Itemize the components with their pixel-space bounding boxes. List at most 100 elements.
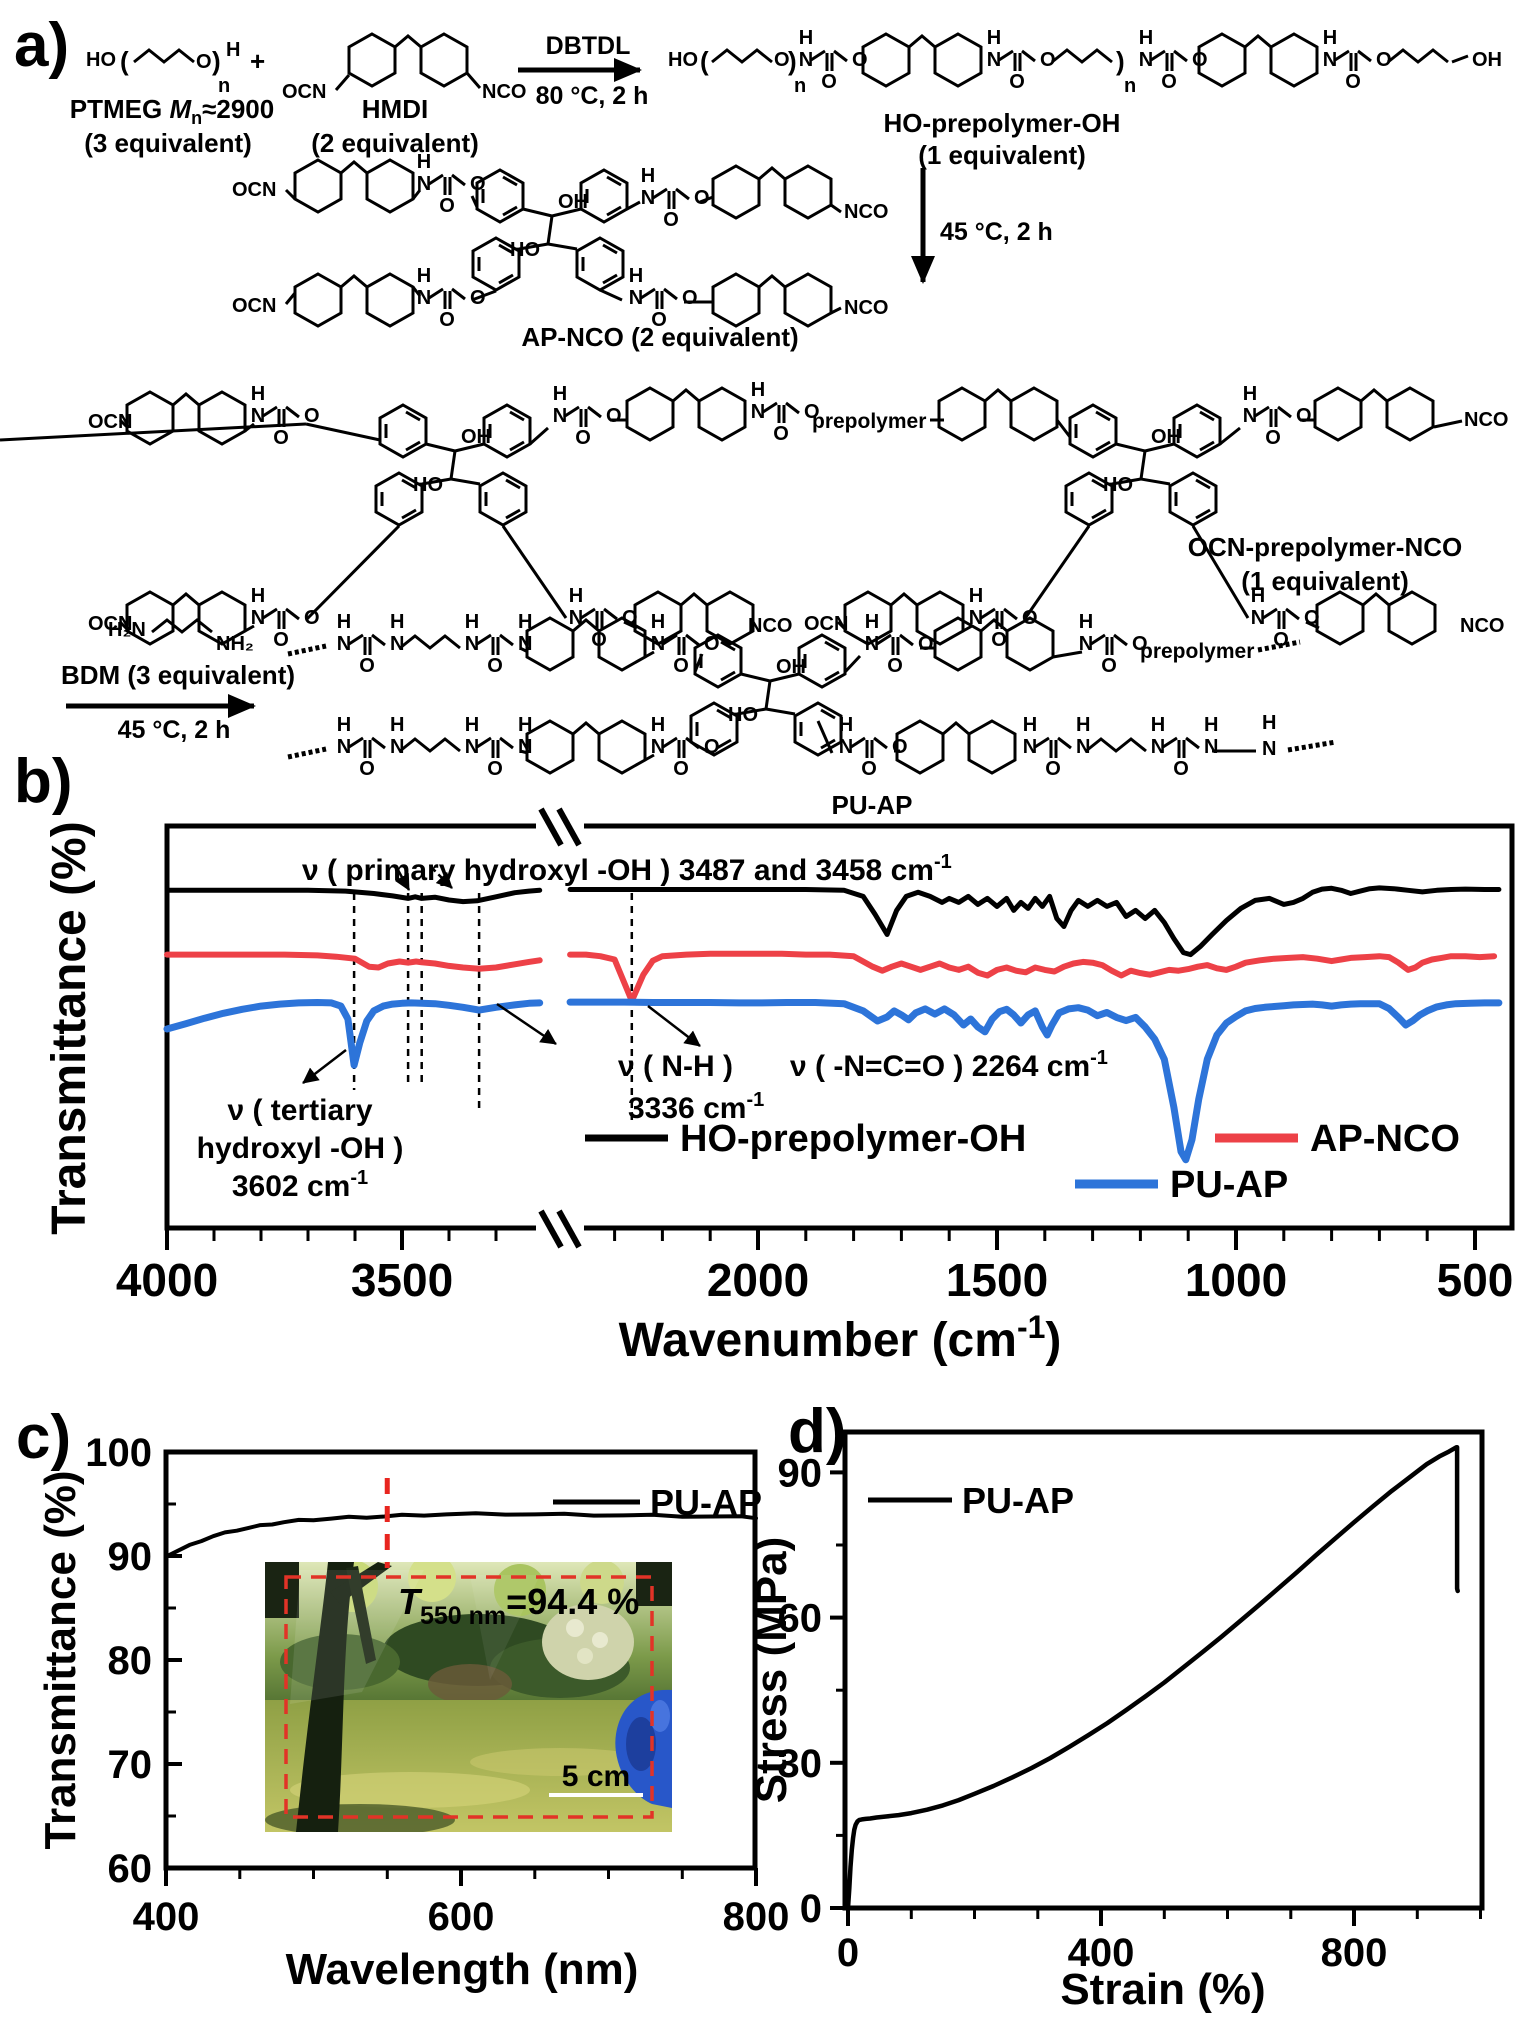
bond (499, 736, 514, 750)
bond (551, 207, 582, 218)
step1-conditions: 80 °C, 2 h (536, 82, 649, 110)
atom-h: H (1262, 712, 1276, 734)
transmittance-curve-pu-ap (164, 1511, 758, 1559)
atom-nco: NCO (1460, 615, 1504, 637)
atom-h: H (251, 585, 265, 607)
methylene-bridge (672, 388, 700, 403)
y-axis-label-b: Transmittance (%) (43, 821, 96, 1234)
chain-zigzag (132, 48, 196, 64)
y-tick-label: 90 (108, 1535, 153, 1579)
atom-ocn: OCN (232, 179, 276, 201)
stress-strain-curve-pu-ap (845, 1444, 1460, 1911)
bond (980, 607, 996, 620)
atom-ho: HO (86, 49, 116, 71)
atom-h: H (839, 714, 853, 736)
tree-trunk (296, 1562, 354, 1832)
atom-n: N (417, 173, 431, 195)
tetraaryl-diol-core: OH HO (473, 170, 627, 290)
bond (1334, 49, 1350, 62)
sub-n: n (1124, 75, 1136, 97)
bond (873, 736, 888, 750)
legend-label-ho-prepolymer-oh: HO-prepolymer-OH (680, 1118, 1026, 1160)
atom-n: N (651, 736, 665, 758)
atom-h: H (651, 714, 665, 736)
panel-d-tensile: d) 0 30 60 90 0 400 800 PU-AP Stress (MPa) Str… (747, 1397, 1485, 2014)
atom-nco: NCO (1464, 409, 1508, 431)
bdm-name: BDM (3 equivalent) (61, 660, 295, 690)
atom-n: N (251, 405, 265, 427)
bond (348, 736, 364, 749)
bond (371, 633, 386, 647)
bracket-close: ) (788, 46, 797, 76)
bond (522, 207, 553, 218)
annotation-nh-1: ν ( N-H ) (618, 1050, 733, 1083)
methylene-bridge (758, 166, 786, 181)
cyclohexane-ring (293, 158, 343, 214)
methylene-bridge (1362, 592, 1390, 607)
bond (662, 736, 678, 749)
atom-n: N (839, 736, 853, 758)
ring-pair (711, 272, 833, 328)
bond (546, 215, 554, 245)
bond (262, 405, 278, 418)
bond (348, 633, 364, 646)
product2-equivalent: (1 equivalent) (1241, 566, 1409, 596)
atom-n: N (651, 633, 665, 655)
panel-a-scheme: a) HO ( O ) H n + PTMEG Mn≈2900 (3 equiv… (0, 11, 1508, 820)
atom-o: O (682, 287, 698, 309)
annotation-dashed-lines (352, 893, 634, 1120)
y-tick-label: 60 (108, 1847, 153, 1891)
bond (1173, 49, 1188, 63)
spectrum-pu-ap (163, 999, 544, 1069)
bond (285, 405, 300, 419)
x-tick-label: 4000 (116, 1254, 218, 1306)
atom-h: H (569, 585, 583, 607)
atom-ocn: OCN (804, 613, 848, 635)
bond (450, 477, 481, 486)
atom-o: O (606, 405, 622, 427)
x-tick-label: 1000 (1185, 1254, 1287, 1306)
atom-n: N (641, 187, 655, 209)
benzene-ring (795, 703, 841, 755)
bond (1144, 442, 1175, 453)
x-axis-label-c: Wavelength (nm) (286, 1945, 639, 1994)
methylene-bridge (890, 592, 918, 607)
atom-h: H (251, 383, 265, 405)
bond (1357, 49, 1372, 63)
bond (262, 607, 278, 620)
cyclohexane-ring (365, 158, 415, 214)
axis-break-top (536, 807, 584, 847)
annotation-t550: T550 nm=94.4 % (398, 1581, 639, 1630)
ring-pair (347, 32, 469, 88)
atom-n: N (417, 287, 431, 309)
bond (454, 442, 485, 453)
bond (1139, 450, 1147, 480)
cyclohexane-ring (937, 386, 987, 442)
plot-box-d (842, 1429, 1485, 1911)
methylene-bridge (572, 721, 600, 736)
methylene-bridge (572, 618, 600, 633)
cyclohexane-ring (525, 616, 575, 672)
scalebar-label: 5 cm (562, 1760, 630, 1793)
cyclohexane-ring (697, 386, 747, 442)
ring-pair (933, 616, 1055, 672)
axis-break-bottom (536, 1209, 584, 1249)
atom-o: O (773, 423, 789, 445)
methylene-bridge (984, 388, 1012, 403)
bond (428, 287, 444, 300)
atom-h: H (1023, 714, 1037, 736)
bond (580, 607, 596, 620)
bond (476, 633, 492, 646)
step2-conditions: 45 °C, 2 h (940, 218, 1053, 246)
cyclohexane-ring (711, 164, 761, 220)
ring-pair (937, 386, 1059, 442)
bond (764, 680, 772, 710)
bond (1057, 736, 1072, 750)
atom-h: H (651, 611, 665, 633)
